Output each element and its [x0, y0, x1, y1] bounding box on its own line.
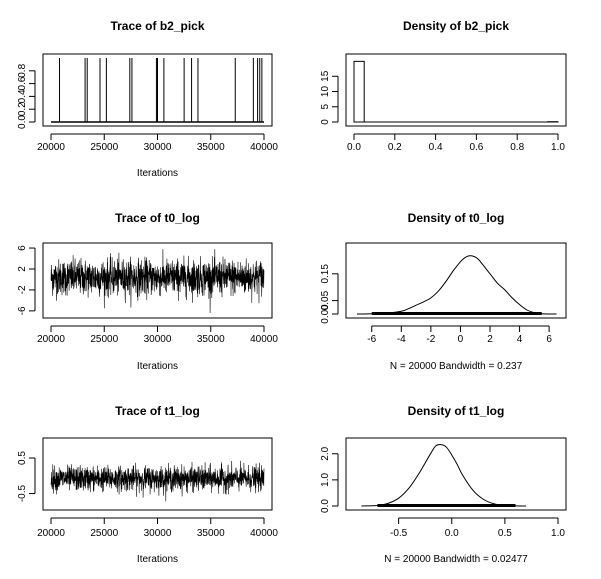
plot-title: Density of b2_pick: [403, 19, 509, 33]
x-tick-label: 25000: [90, 142, 118, 153]
trace-line: [50, 249, 265, 314]
x-tick-label: 30000: [144, 334, 172, 345]
y-tick-label: -6: [17, 306, 28, 315]
x-tick-label: 30000: [144, 528, 172, 539]
x-tick-label: 0.6: [469, 142, 483, 153]
density-curve: [356, 255, 557, 315]
y-tick-label: 10: [320, 86, 331, 98]
x-tick-label: 0.5: [498, 528, 512, 539]
x-tick-label: -2: [426, 334, 435, 345]
y-tick-label: 0.2: [17, 102, 28, 116]
x-tick-label: 35000: [197, 528, 225, 539]
x-tick-label: 35000: [197, 142, 225, 153]
y-tick-label: 0.05: [320, 290, 331, 310]
y-tick-label: 0.0: [320, 499, 331, 513]
plot-title: Density of t1_log: [408, 404, 505, 418]
plot-frame: [42, 242, 273, 319]
y-tick-label: 2: [17, 266, 28, 272]
y-tick-label: 0.5: [17, 451, 28, 465]
histogram-bar: [353, 60, 365, 123]
x-tick-label: -4: [397, 334, 406, 345]
x-tick-label: 0.0: [445, 528, 459, 539]
density-curve: [361, 444, 527, 507]
plot-panel-6: Density of t1_log -0.5 0.0 0.5 1.0 0.0 1.0 2.0 N…: [320, 404, 567, 565]
x-tick-label: 1.0: [551, 528, 565, 539]
plot-panel-4: Density of t0_log -6 -4 -2 0 2 4 6 0.000.05 0.15 N…: [320, 211, 567, 372]
x-tick-label: 0.0: [347, 142, 361, 153]
trace-line: [50, 460, 265, 502]
x-tick-label: 4: [517, 334, 523, 345]
y-tick-label: 0: [320, 119, 331, 125]
plot-frame: [345, 242, 567, 319]
plot-title: Density of t0_log: [408, 211, 505, 225]
x-axis-label: N = 20000 Bandwidth = 0.02477: [384, 554, 528, 565]
x-axis-label: N = 20000 Bandwidth = 0.237: [390, 361, 523, 372]
y-tick-label: 0.0: [17, 115, 28, 129]
x-tick-label: 40000: [250, 334, 278, 345]
y-tick-label: -2: [17, 285, 28, 294]
y-tick-label: 0.15: [320, 264, 331, 284]
x-tick-label: 20000: [37, 142, 65, 153]
x-tick-label: 40000: [250, 142, 278, 153]
plot-title: Trace of t0_log: [115, 211, 200, 225]
plot-panel-1: Trace of b2_pick 20000 25000 30000 35000 4000…: [17, 19, 278, 179]
plot-frame: [345, 437, 567, 511]
x-tick-label: 0.8: [510, 142, 524, 153]
x-tick-label: 0: [458, 334, 464, 345]
y-tick-label: 0.00: [320, 304, 331, 324]
plot-panel-2: Density of b2_pick 0.0 0.2 0.4 0.6 0.8 1.0 0 5 10…: [320, 19, 567, 153]
plot-frame: [345, 53, 567, 127]
plot-frame: [42, 437, 273, 511]
y-tick-label: -0.5: [17, 485, 28, 503]
x-axis-label: Iterations: [137, 554, 178, 565]
x-axis-label: Iterations: [137, 361, 178, 372]
plot-panel-5: Trace of t1_log 20000 25000 30000 35000 40000…: [17, 404, 278, 565]
y-tick-label: 0.6: [17, 76, 28, 90]
plot-title: Trace of b2_pick: [110, 19, 204, 33]
x-tick-label: 2: [487, 334, 493, 345]
x-tick-label: 40000: [250, 528, 278, 539]
x-tick-label: 30000: [144, 142, 172, 153]
plot-title: Trace of t1_log: [115, 404, 200, 418]
y-tick-label: 0.8: [17, 63, 28, 77]
y-tick-label: 2.0: [320, 446, 331, 460]
x-tick-label: 35000: [197, 334, 225, 345]
y-tick-label: 15: [320, 70, 331, 82]
x-tick-label: 20000: [37, 528, 65, 539]
density-rug: [371, 312, 542, 315]
x-tick-label: 6: [546, 334, 552, 345]
density-rug: [377, 504, 516, 507]
plot-frame: [42, 53, 273, 127]
y-tick-label: 6: [17, 245, 28, 251]
x-tick-label: 0.4: [429, 142, 443, 153]
x-tick-label: 25000: [90, 334, 118, 345]
x-tick-label: -0.5: [390, 528, 408, 539]
x-tick-label: 0.2: [388, 142, 402, 153]
y-tick-label: 0.4: [17, 89, 28, 103]
x-tick-label: -6: [367, 334, 376, 345]
plot-panel-3: Trace of t0_log 20000 25000 30000 35000 40000…: [17, 211, 278, 372]
y-tick-label: 5: [320, 104, 331, 110]
y-tick-label: 1.0: [320, 472, 331, 486]
x-tick-label: 20000: [37, 334, 65, 345]
x-tick-label: 25000: [90, 528, 118, 539]
x-tick-label: 1.0: [551, 142, 565, 153]
x-axis-label: Iterations: [137, 168, 178, 179]
